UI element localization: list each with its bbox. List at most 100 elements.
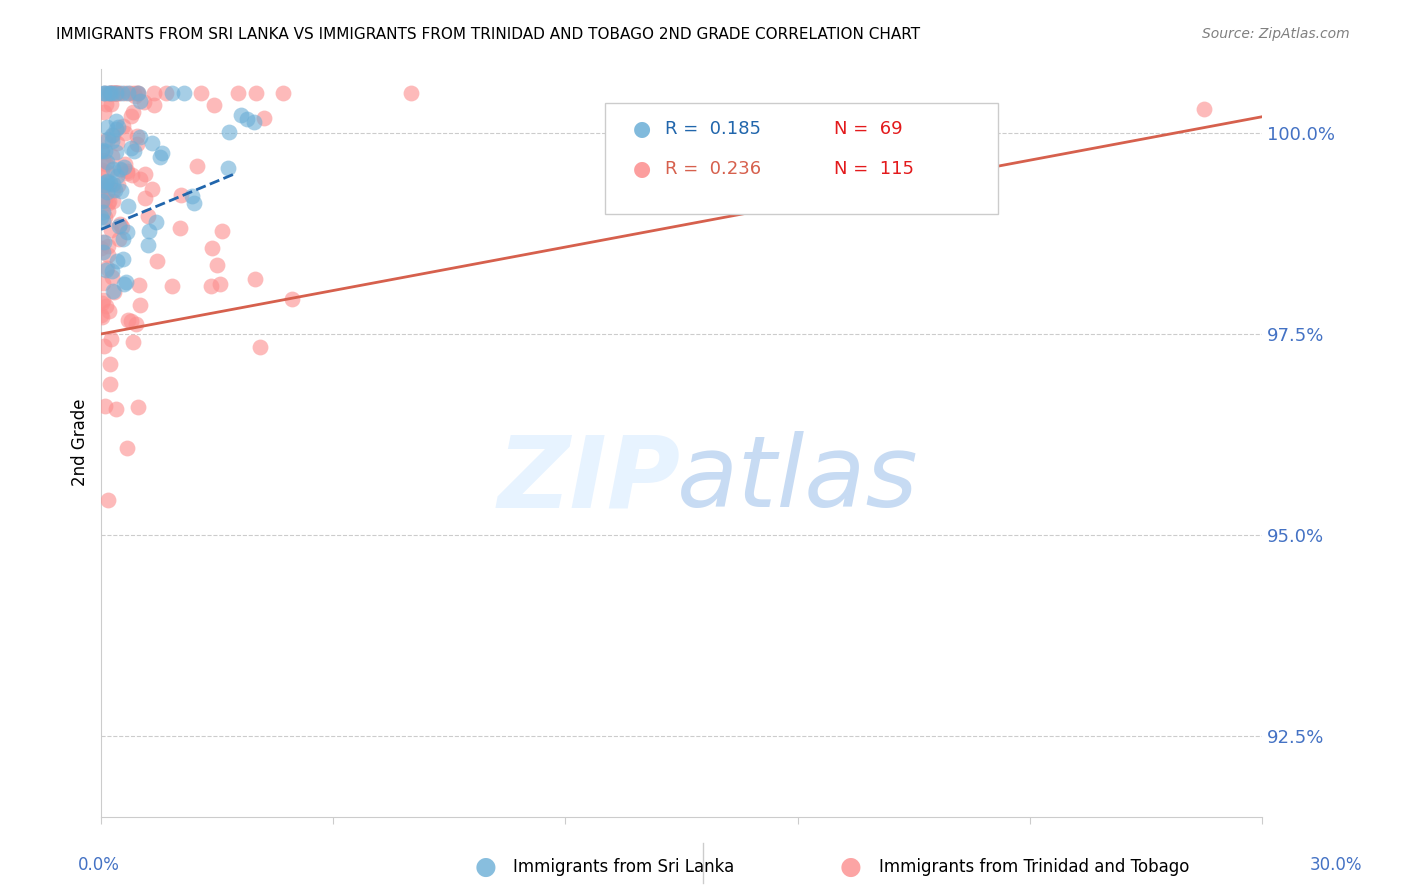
Point [114,126,136,140]
Point [141,181,163,195]
Point [91,153,114,167]
Point [117,198,139,212]
Text: Source: ZipAtlas.com: Source: ZipAtlas.com [1202,27,1350,41]
Point [125,128,148,143]
Point [96,120,118,134]
Point [96,179,118,194]
Point [127,86,149,100]
Point [120,314,142,328]
Point [93,86,115,100]
Point [249,340,271,354]
Point [98,86,121,100]
Point [149,150,172,164]
Point [101,194,124,209]
Point [1192,102,1215,116]
Point [143,98,166,112]
Point [100,223,122,237]
Point [124,144,146,158]
Text: N =  69: N = 69 [834,120,903,138]
Point [98,86,121,100]
Point [101,264,124,278]
Point [117,442,139,456]
Point [122,86,145,100]
Point [93,86,115,100]
Point [105,169,128,184]
Point [121,334,143,349]
Point [90,310,112,325]
Point [101,86,124,100]
Point [236,112,259,127]
Point [91,162,114,177]
Point [97,86,120,100]
Point [207,258,229,272]
Text: 30.0%: 30.0% [1309,855,1362,873]
Point [100,332,122,346]
Point [103,161,125,176]
Text: ●: ● [633,120,651,139]
Point [96,155,118,169]
Point [127,86,149,100]
Point [105,253,128,268]
Point [96,263,118,277]
Point [104,122,127,136]
Text: R =  0.185: R = 0.185 [665,120,761,138]
Point [108,219,131,234]
Point [94,299,117,313]
Point [200,278,222,293]
Text: atlas: atlas [676,432,918,528]
Point [94,194,117,208]
Point [134,167,156,181]
Point [90,309,112,323]
Point [101,128,124,142]
Point [110,184,132,198]
Point [98,86,121,100]
Point [138,209,160,223]
Point [125,136,148,151]
Point [93,338,115,352]
Point [107,86,129,100]
Point [125,86,148,100]
Point [101,86,124,100]
Point [110,162,132,177]
Point [101,149,124,163]
Point [91,183,114,197]
Point [97,132,120,146]
Point [103,285,125,299]
Point [112,119,135,133]
Point [173,86,195,100]
Point [128,130,150,145]
Point [252,111,274,125]
Point [217,161,239,175]
Point [121,168,143,182]
Point [90,144,112,158]
Point [90,295,112,310]
Point [110,162,132,177]
Text: ●: ● [474,855,496,879]
Point [111,219,134,234]
Point [97,196,120,211]
Point [134,191,156,205]
Point [114,160,136,174]
Text: N =  115: N = 115 [834,161,914,178]
Point [115,275,138,289]
Point [107,178,129,192]
Point [97,493,120,508]
Point [117,86,139,100]
Point [101,128,124,142]
Point [211,224,233,238]
Point [112,277,135,291]
Point [120,140,142,154]
Point [141,136,163,151]
Point [150,145,173,160]
Point [97,238,120,252]
Point [115,166,138,180]
Point [104,86,127,100]
Point [125,317,148,331]
Point [128,172,150,186]
Point [90,194,112,208]
Point [186,160,208,174]
Point [90,235,112,249]
Point [104,401,127,416]
Point [128,298,150,312]
Point [108,217,131,231]
